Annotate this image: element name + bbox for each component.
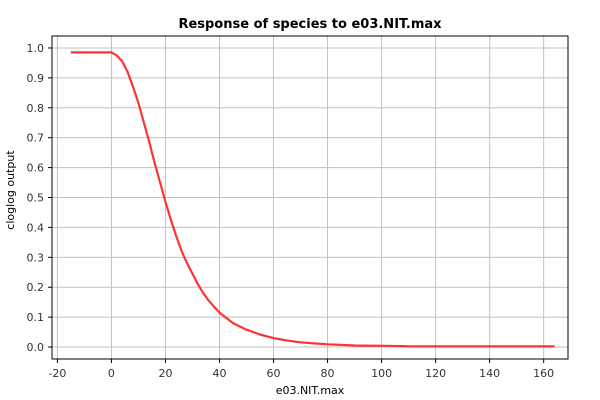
x-axis-ticks: -20 0 20 40 60 80 100 120 140 160 [48,359,554,380]
x-tick-label: 40 [212,367,226,380]
y-tick-label: 0.8 [27,102,45,115]
x-tick-label: -20 [48,367,66,380]
x-tick-label: 140 [479,367,500,380]
y-tick-label: 0.5 [27,192,45,205]
y-tick-label: 1.0 [27,42,45,55]
y-tick-label: 0.4 [27,221,45,234]
y-axis-ticks: 0.0 0.1 0.2 0.3 0.4 0.5 0.6 0.7 0.8 0.9 1.0 [27,42,52,354]
x-tick-label: 120 [425,367,446,380]
x-tick-label: 100 [371,367,392,380]
y-tick-label: 0.1 [27,311,45,324]
y-tick-label: 0.9 [27,72,45,85]
y-tick-label: 0.6 [27,162,45,175]
x-axis-label: e03.NIT.max [276,384,345,397]
x-tick-label: 20 [158,367,172,380]
series-line [70,51,555,348]
y-tick-label: 0.2 [27,281,45,294]
x-tick-label: 60 [267,367,281,380]
x-tick-label: 80 [321,367,335,380]
y-tick-label: 0.3 [27,251,45,264]
y-tick-label: 0.0 [27,341,45,354]
y-tick-label: 0.7 [27,132,45,145]
x-tick-label: 160 [533,367,554,380]
grid-lines [52,36,568,359]
y-axis-label: cloglog output [4,150,17,230]
x-tick-label: 0 [108,367,115,380]
chart-title: Response of species to e03.NIT.max [178,17,442,32]
